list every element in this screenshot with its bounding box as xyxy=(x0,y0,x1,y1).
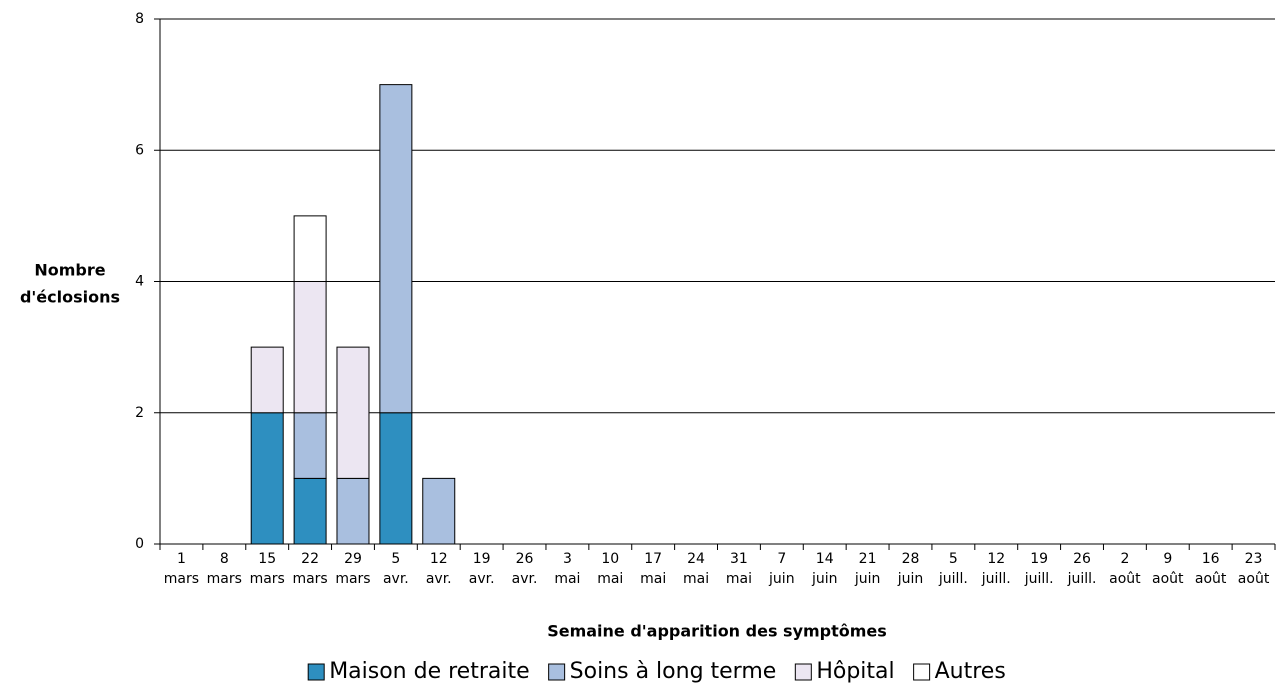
x-tick-label: 29 xyxy=(344,551,362,567)
x-tick-label: juin xyxy=(854,571,881,587)
legend-swatch xyxy=(913,663,931,681)
x-tick-label: 16 xyxy=(1202,551,1220,567)
x-tick-label: avr. xyxy=(426,571,452,587)
bar-segment xyxy=(422,477,456,545)
x-tick-label: avr. xyxy=(469,571,495,587)
y-tick-label: 6 xyxy=(135,142,144,158)
x-tick-label: 24 xyxy=(687,551,705,567)
x-tick-label: 26 xyxy=(516,551,534,567)
x-tick-label: 12 xyxy=(987,551,1005,567)
x-tick-label: 28 xyxy=(902,551,920,567)
x-tick-label: 5 xyxy=(949,551,958,567)
y-tick-label: 8 xyxy=(135,11,144,27)
x-tick-label: 2 xyxy=(1120,551,1129,567)
x-tick-label: 14 xyxy=(816,551,834,567)
x-tick-label: juin xyxy=(897,571,924,587)
x-tick-label: 19 xyxy=(1030,551,1048,567)
x-tick-label: 31 xyxy=(730,551,748,567)
x-tick-label: 5 xyxy=(391,551,400,567)
x-tick-label: juin xyxy=(768,571,795,587)
x-tick-label: août xyxy=(1152,571,1184,587)
x-tick-label: juill. xyxy=(1067,571,1097,587)
legend-label: Hôpital xyxy=(816,659,894,684)
x-tick-label: 26 xyxy=(1073,551,1091,567)
bar-segment xyxy=(379,84,413,414)
x-tick-label: mai xyxy=(640,571,666,587)
bar-segment xyxy=(293,477,327,545)
x-tick-label: 12 xyxy=(430,551,448,567)
x-tick-label: mai xyxy=(597,571,623,587)
x-tick-label: juill. xyxy=(938,571,968,587)
x-tick-label: 17 xyxy=(644,551,662,567)
bar-segment xyxy=(293,281,327,414)
x-tick-label: mai xyxy=(554,571,580,587)
legend-swatch xyxy=(548,663,566,681)
x-tick-label: mars xyxy=(207,571,242,587)
x-tick-label: mars xyxy=(292,571,327,587)
x-tick-label: mai xyxy=(683,571,709,587)
x-tick-label: juill. xyxy=(1024,571,1054,587)
bar-segment xyxy=(250,346,284,414)
x-tick-label: 8 xyxy=(220,551,229,567)
legend-label: Soins à long terme xyxy=(570,659,777,684)
x-tick-label: mars xyxy=(164,571,199,587)
y-axis-label: d'éclosions xyxy=(20,288,120,307)
y-axis-label: Nombre xyxy=(34,261,105,280)
x-tick-label: août xyxy=(1238,571,1270,587)
x-tick-label: 23 xyxy=(1245,551,1263,567)
y-tick-label: 4 xyxy=(135,274,144,290)
x-tick-label: mars xyxy=(250,571,285,587)
y-tick-label: 0 xyxy=(135,536,144,552)
y-tick-label: 2 xyxy=(135,405,144,421)
x-tick-label: 19 xyxy=(473,551,491,567)
bar-segment xyxy=(336,477,370,545)
x-axis-label: Semaine d'apparition des symptômes xyxy=(547,622,887,641)
x-tick-label: août xyxy=(1109,571,1141,587)
x-tick-label: avr. xyxy=(383,571,409,587)
x-tick-label: 21 xyxy=(859,551,877,567)
bar-segment xyxy=(293,215,327,282)
bar-segment xyxy=(379,412,413,545)
x-tick-label: mai xyxy=(726,571,752,587)
x-tick-label: 10 xyxy=(601,551,619,567)
legend-swatch xyxy=(794,663,812,681)
legend-swatch xyxy=(307,663,325,681)
legend-label: Autres xyxy=(935,659,1006,684)
x-tick-label: 15 xyxy=(258,551,276,567)
x-tick-label: 3 xyxy=(563,551,572,567)
x-tick-label: mars xyxy=(335,571,370,587)
legend-label: Maison de retraite xyxy=(329,659,529,684)
x-tick-label: août xyxy=(1195,571,1227,587)
x-tick-label: 9 xyxy=(1163,551,1172,567)
bar-segment xyxy=(250,412,284,545)
bar-segment xyxy=(293,412,327,479)
x-tick-label: juill. xyxy=(981,571,1011,587)
x-tick-label: avr. xyxy=(512,571,538,587)
x-tick-label: 7 xyxy=(777,551,786,567)
x-tick-label: juin xyxy=(811,571,838,587)
bar-segment xyxy=(336,346,370,479)
x-tick-label: 22 xyxy=(301,551,319,567)
x-tick-label: 1 xyxy=(177,551,186,567)
